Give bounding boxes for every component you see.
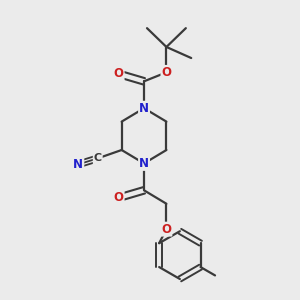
Text: C: C (94, 153, 102, 164)
Text: O: O (161, 66, 171, 79)
Text: O: O (161, 223, 171, 236)
Text: N: N (139, 157, 149, 170)
Text: N: N (139, 102, 149, 115)
Text: O: O (114, 191, 124, 204)
Text: O: O (114, 68, 124, 80)
Text: N: N (73, 158, 83, 171)
